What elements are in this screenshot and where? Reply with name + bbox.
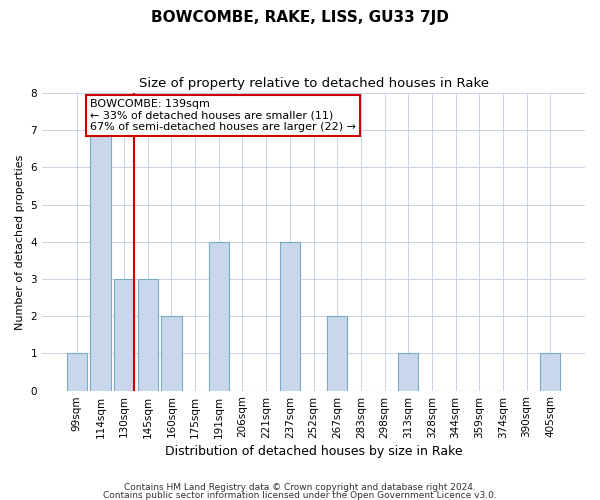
Bar (540, 354, 560, 391)
Bar (280, 242, 300, 390)
Bar (327, 316, 347, 390)
Title: Size of property relative to detached houses in Rake: Size of property relative to detached ho… (139, 78, 488, 90)
Y-axis label: Number of detached properties: Number of detached properties (15, 154, 25, 330)
Bar (67, 354, 87, 391)
Bar (209, 242, 229, 390)
Bar (161, 316, 182, 390)
Text: BOWCOMBE, RAKE, LISS, GU33 7JD: BOWCOMBE, RAKE, LISS, GU33 7JD (151, 10, 449, 25)
Bar (114, 279, 134, 390)
Bar (91, 130, 110, 390)
Bar (398, 354, 418, 391)
Text: Contains HM Land Registry data © Crown copyright and database right 2024.: Contains HM Land Registry data © Crown c… (124, 484, 476, 492)
X-axis label: Distribution of detached houses by size in Rake: Distribution of detached houses by size … (165, 444, 463, 458)
Text: BOWCOMBE: 139sqm
← 33% of detached houses are smaller (11)
67% of semi-detached : BOWCOMBE: 139sqm ← 33% of detached house… (90, 98, 356, 132)
Bar (138, 279, 158, 390)
Text: Contains public sector information licensed under the Open Government Licence v3: Contains public sector information licen… (103, 490, 497, 500)
